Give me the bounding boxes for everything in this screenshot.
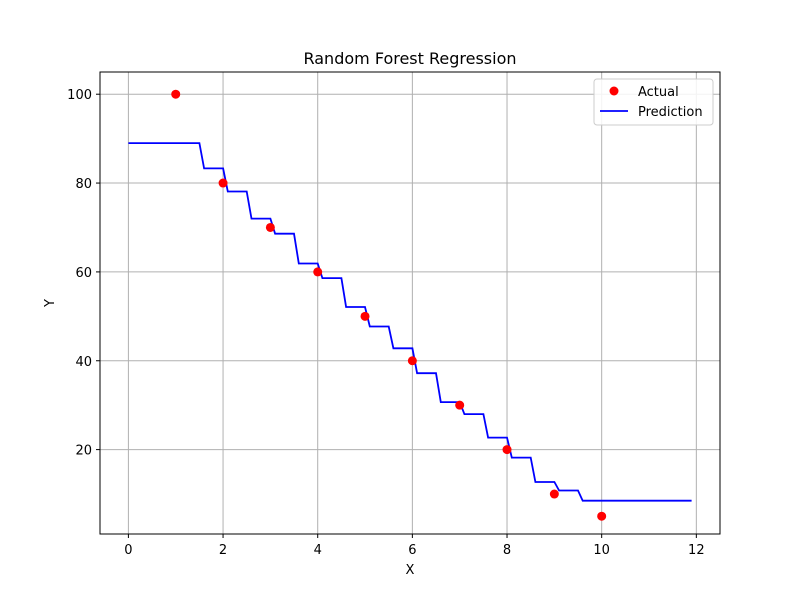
series-layer xyxy=(128,89,692,521)
y-tick-label: 20 xyxy=(75,444,92,459)
x-axis-label: X xyxy=(406,563,415,578)
plot-frame xyxy=(99,71,721,535)
y-tick-label: 80 xyxy=(75,177,92,192)
x-tick-label: 8 xyxy=(503,543,511,558)
x-tick-label: 10 xyxy=(593,543,610,558)
grid xyxy=(100,72,720,534)
actual-point xyxy=(549,489,559,499)
x-tick-label: 4 xyxy=(314,543,322,558)
y-tick-label: 100 xyxy=(67,88,92,103)
y-axis-label: Y xyxy=(43,299,58,308)
x-tick-label: 6 xyxy=(408,543,416,558)
legend-marker-actual xyxy=(609,86,619,96)
x-tick-label: 12 xyxy=(688,543,705,558)
actual-point xyxy=(407,356,417,366)
actual-point xyxy=(502,445,512,455)
actual-point xyxy=(313,267,323,277)
actual-point xyxy=(597,511,607,521)
actual-point xyxy=(265,222,275,232)
legend-label: Actual xyxy=(638,85,679,100)
prediction-line xyxy=(128,142,692,502)
actual-point xyxy=(171,89,181,99)
x-tick-label: 0 xyxy=(124,543,132,558)
ticks: 0 2 4 6 8 10 12 20 40 60 80 100 xyxy=(67,88,704,558)
y-tick-label: 40 xyxy=(75,355,92,370)
chart-title: Random Forest Regression xyxy=(303,49,516,68)
legend: Actual Prediction xyxy=(593,78,714,126)
y-tick-label: 60 xyxy=(75,266,92,281)
x-tick-label: 2 xyxy=(219,543,227,558)
legend-label: Prediction xyxy=(638,105,703,120)
actual-point xyxy=(455,400,465,410)
actual-point xyxy=(218,178,228,188)
legend-box xyxy=(593,78,714,126)
actual-point xyxy=(360,311,370,321)
